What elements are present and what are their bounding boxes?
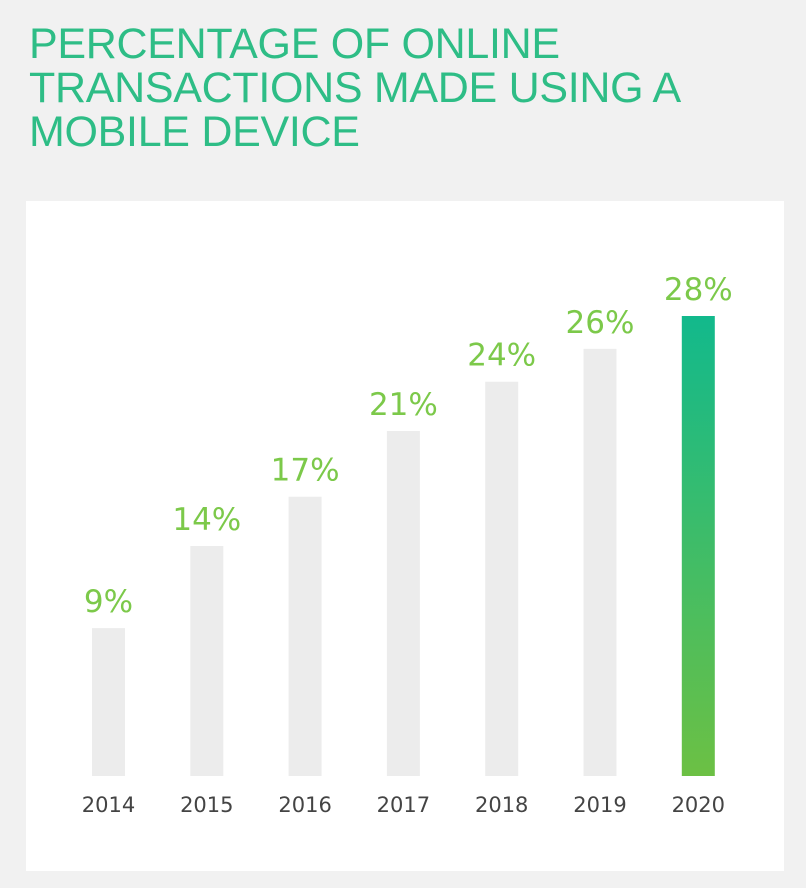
bars-group (92, 316, 715, 776)
bar-chart: 9%14%17%21%24%26%28% 2014 2015 2016 2017 201… (82, 272, 733, 817)
bar-2016 (288, 496, 322, 776)
bar-2019 (583, 348, 617, 776)
bar-2018 (485, 381, 519, 776)
value-label-2014: 9% (84, 584, 133, 620)
bar-2020 (681, 316, 715, 776)
x-axis-tick-labels: 2014 2015 2016 2017 2018 2019 2020 (82, 793, 725, 817)
chart-title: PERCENTAGE OF ONLINE TRANSACTIONS MADE U… (29, 20, 679, 156)
value-label-2018: 24% (467, 338, 536, 374)
x-tick-label-2019: 2019 (573, 793, 626, 817)
bar-2015 (190, 546, 224, 776)
value-label-2016: 17% (271, 453, 340, 489)
x-tick-label-2014: 2014 (82, 793, 135, 817)
x-tick-label-2016: 2016 (278, 793, 331, 817)
x-tick-label-2020: 2020 (672, 793, 725, 817)
bar-2014 (92, 628, 125, 776)
x-tick-label-2017: 2017 (377, 793, 430, 817)
value-label-2015: 14% (172, 502, 241, 538)
bar-2017 (386, 431, 420, 776)
value-label-2020: 28% (664, 272, 733, 308)
value-label-2017: 21% (369, 387, 438, 423)
x-tick-label-2015: 2015 (180, 793, 233, 817)
x-tick-label-2018: 2018 (475, 793, 528, 817)
chart-panel: 9% 14% 17% 21% 24% 26% 28% 2014 2015 2016 2017 201… (26, 201, 784, 871)
value-labels-group: 9% 14% 17% 21% 24% 26% 28% (84, 272, 733, 620)
value-label-2019: 26% (566, 305, 635, 341)
